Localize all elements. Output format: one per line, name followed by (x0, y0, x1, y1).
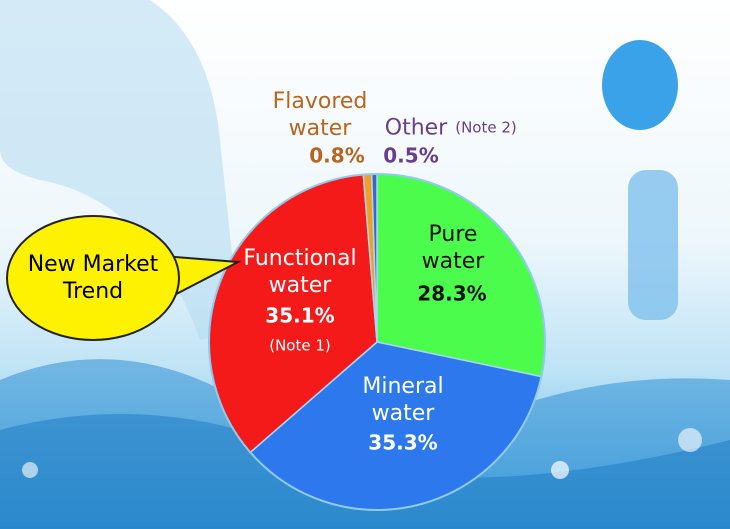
slice-label: Pure water (421, 222, 485, 274)
value-label: 28.3% (417, 281, 487, 306)
value-label: 35.1% (265, 303, 335, 328)
value-label: 0.5% (383, 143, 439, 168)
slice-label: Mineral water (362, 374, 444, 426)
value-label: 35.3% (368, 430, 438, 455)
note: (Note 2) (455, 118, 517, 137)
value-label: 0.8% (309, 143, 365, 168)
pie-border (208, 173, 546, 511)
slice-label: Functional water (243, 246, 357, 298)
note: (Note 1) (269, 336, 331, 355)
callout-text: New Market Trend (27, 252, 159, 304)
callout (6, 215, 242, 341)
slice-label: Flavored water (272, 89, 368, 141)
slice-label: Other (384, 115, 448, 141)
pie-slice (376, 173, 546, 378)
